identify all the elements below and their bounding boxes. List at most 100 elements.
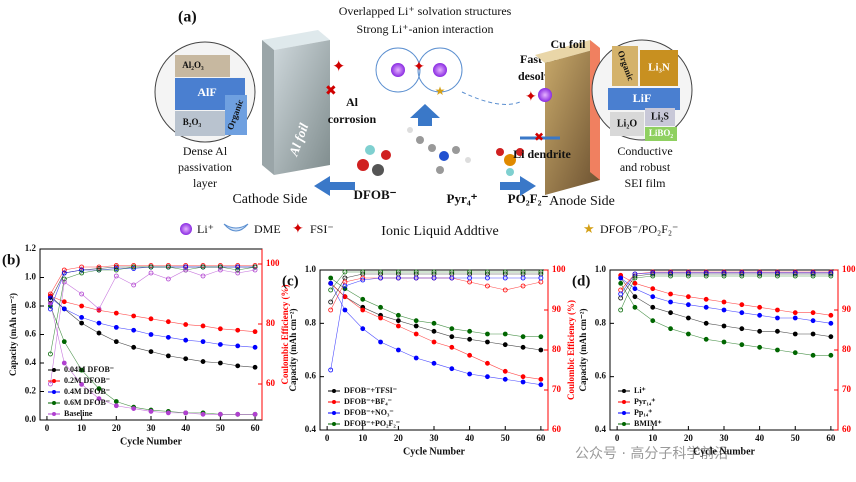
data-point	[183, 356, 189, 362]
data-point	[131, 327, 137, 333]
x-tick-label: 30	[720, 433, 730, 443]
inset-label: LiBO₂	[649, 128, 674, 138]
data-point	[810, 331, 816, 337]
data-point	[252, 364, 258, 370]
data-point	[342, 307, 348, 313]
data-point	[252, 264, 258, 270]
legend-label: Li⁺	[634, 386, 646, 395]
data-point	[703, 304, 709, 310]
inset-label: Li₂O	[617, 118, 637, 129]
right-arrow	[500, 176, 536, 196]
data-point	[485, 374, 490, 380]
data-point	[217, 264, 223, 270]
data-point	[113, 324, 119, 330]
data-point	[96, 267, 102, 273]
data-point	[235, 363, 241, 369]
solvation-shell	[417, 47, 463, 93]
data-point	[395, 269, 401, 275]
anode-layer-text: Conductive	[617, 144, 672, 158]
data-point	[342, 283, 348, 289]
al-corrosion: Al	[346, 95, 359, 109]
data-point	[757, 270, 763, 276]
data-point	[328, 367, 334, 373]
data-point	[485, 360, 490, 366]
data-point	[685, 302, 691, 308]
data-point	[360, 326, 366, 332]
data-point	[668, 310, 673, 316]
up-arrow	[410, 104, 440, 126]
x-tick-label: 10	[648, 433, 658, 443]
legend-marker	[332, 389, 336, 393]
data-point	[775, 270, 780, 276]
cu-foil-label: Cu foil	[550, 37, 586, 51]
data-point	[739, 326, 745, 332]
data-point	[485, 275, 490, 281]
al-foil	[274, 40, 330, 175]
anode-layer-text: SEI film	[625, 176, 667, 190]
y-tick-label: 0.2	[25, 386, 37, 396]
cathode-layer-text: passivation	[178, 160, 232, 174]
al-foil-side	[262, 40, 274, 175]
data-point	[48, 306, 53, 312]
data-point	[183, 263, 189, 268]
data-point	[828, 273, 834, 279]
data-point	[650, 286, 656, 292]
y-tick-label: 0.4	[595, 424, 607, 434]
data-point	[96, 266, 102, 271]
data-point	[431, 320, 437, 326]
solvation-text: Strong Li⁺-anion interaction	[357, 22, 494, 36]
data-point	[328, 287, 334, 293]
data-point	[413, 323, 419, 329]
data-point	[79, 267, 85, 273]
y-tick-label: 0.6	[25, 329, 37, 339]
data-point	[775, 347, 780, 353]
data-point	[632, 304, 638, 310]
lif-layer	[608, 88, 680, 110]
data-point	[413, 269, 419, 275]
li-dendrite: Li dendrite	[513, 147, 571, 161]
data-point	[96, 396, 102, 402]
data-point	[668, 273, 673, 279]
data-point	[828, 334, 834, 340]
data-point	[113, 403, 119, 409]
data-point	[413, 275, 419, 281]
data-point	[183, 322, 189, 327]
fsi-star: ✦	[332, 59, 345, 76]
legend-text: DME	[254, 222, 281, 236]
y-tick-label: 1.0	[305, 264, 317, 274]
legend-label: DFOB⁻+NO₃⁻	[344, 408, 394, 417]
data-point	[520, 275, 526, 281]
data-point	[650, 273, 656, 279]
additive-caption: Ionic Liquid Addtive	[381, 224, 498, 239]
data-point	[235, 267, 241, 273]
data-point	[395, 323, 401, 329]
data-point	[165, 264, 171, 270]
data-point	[96, 330, 102, 336]
data-point	[520, 334, 526, 340]
data-point	[252, 329, 258, 335]
data-point	[618, 280, 624, 286]
data-point	[431, 275, 437, 281]
anion-label: DFOB⁻	[354, 187, 397, 202]
data-point	[668, 299, 673, 305]
data-point	[148, 270, 154, 276]
data-point	[79, 320, 85, 326]
data-point	[61, 339, 67, 345]
data-point	[183, 410, 189, 416]
series-line	[50, 266, 256, 355]
solvation-shell	[375, 47, 421, 93]
data-point	[520, 283, 526, 289]
panel-label: (c)	[282, 273, 299, 289]
x-tick-label: 40	[465, 433, 475, 443]
molecules	[357, 127, 524, 176]
data-point	[48, 351, 53, 357]
x-axis-label: Cycle Number	[403, 446, 465, 457]
data-point	[467, 275, 473, 281]
x-tick-label: 60	[251, 423, 261, 433]
data-point	[200, 359, 206, 364]
data-point	[61, 360, 67, 366]
data-point	[810, 310, 816, 316]
data-point	[183, 337, 189, 343]
